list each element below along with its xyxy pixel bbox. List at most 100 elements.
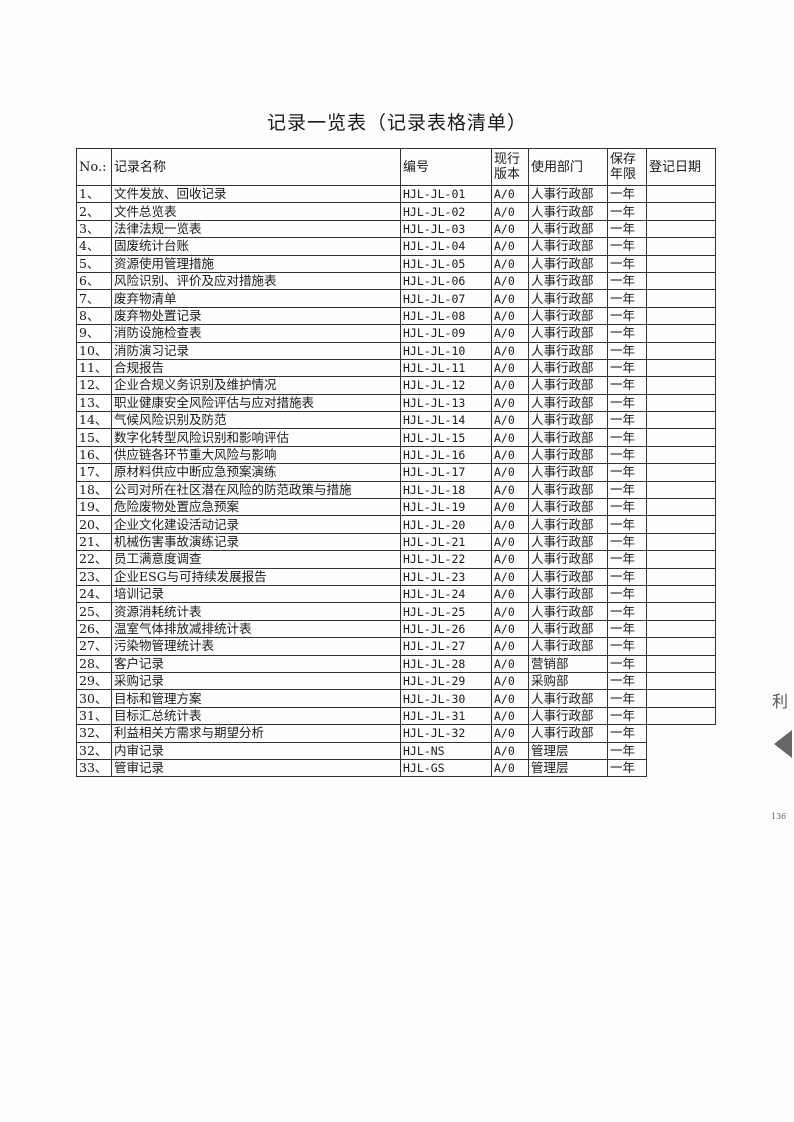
register-date xyxy=(646,445,716,465)
record-code: HJL-JL-27 xyxy=(400,637,492,656)
retention: 一年 xyxy=(607,237,647,256)
row-no: 16、 xyxy=(76,445,112,465)
record-code: HJL-JL-08 xyxy=(400,306,492,326)
header-no: No.: xyxy=(76,148,112,186)
retention: 一年 xyxy=(607,602,647,621)
retention: 一年 xyxy=(607,445,647,465)
margin-triangle-mark xyxy=(774,730,792,758)
version: A/0 xyxy=(491,602,529,621)
record-name: 职业健康安全风险评估与应对措施表 xyxy=(111,393,401,413)
register-date xyxy=(646,706,716,726)
register-date xyxy=(646,567,716,586)
register-date xyxy=(647,759,716,776)
register-date xyxy=(646,341,716,360)
retention: 一年 xyxy=(607,411,647,430)
retention: 一年 xyxy=(607,532,647,552)
table-row: 21、 机械伤害事故演练记录 HJL-JL-21 A/0 人事行政部 一年 xyxy=(76,532,716,552)
version: A/0 xyxy=(491,411,529,430)
table-row: 7、 废弃物清单 HJL-JL-07 A/0 人事行政部 一年 xyxy=(76,289,716,308)
retention: 一年 xyxy=(607,219,647,239)
retention: 一年 xyxy=(607,393,647,413)
version: A/0 xyxy=(491,376,529,395)
register-date xyxy=(646,584,716,604)
row-no: 4、 xyxy=(76,237,112,256)
record-code: HJL-JL-30 xyxy=(400,689,492,708)
table-row: 31、 目标汇总统计表 HJL-JL-31 A/0 人事行政部 一年 xyxy=(76,706,716,726)
register-date xyxy=(646,532,716,552)
department: 营销部 xyxy=(528,654,608,673)
table-row: 25、 资源消耗统计表 HJL-JL-25 A/0 人事行政部 一年 xyxy=(76,602,716,621)
retention: 一年 xyxy=(607,480,647,500)
retention: 一年 xyxy=(607,671,647,691)
department: 人事行政部 xyxy=(528,254,608,273)
record-name: 消防设施检查表 xyxy=(111,324,401,343)
retention: 一年 xyxy=(607,376,647,395)
record-code: HJL-JL-26 xyxy=(400,619,492,639)
version: A/0 xyxy=(491,341,529,360)
department: 采购部 xyxy=(528,671,608,691)
record-code: HJL-JL-07 xyxy=(400,289,492,308)
row-no: 10、 xyxy=(76,341,112,360)
department: 人事行政部 xyxy=(528,237,608,256)
record-name: 气候风险识别及防范 xyxy=(111,411,401,430)
retention: 一年 xyxy=(607,428,647,447)
record-code: HJL-JL-10 xyxy=(400,341,492,360)
margin-page-fragment: 136 xyxy=(771,812,787,821)
record-name: 目标汇总统计表 xyxy=(111,706,401,726)
retention: 一年 xyxy=(607,567,647,586)
register-date xyxy=(646,411,716,430)
retention: 一年 xyxy=(607,254,647,273)
table-row: 12、 企业合规义务识别及维护情况 HJL-JL-12 A/0 人事行政部 一年 xyxy=(76,376,716,395)
retention: 一年 xyxy=(607,689,647,708)
register-date xyxy=(646,515,716,534)
row-no: 32、 xyxy=(76,724,112,743)
version: A/0 xyxy=(491,445,529,465)
department: 管理层 xyxy=(528,758,608,778)
table-row: 4、 固废统计台账 HJL-JL-04 A/0 人事行政部 一年 xyxy=(76,237,716,256)
records-table: No.: 记录名称 编号 现行版本 使用部门 保存年限 登记日期 1、 文件发放、… xyxy=(76,148,716,778)
row-no: 23、 xyxy=(76,567,112,586)
row-no: 25、 xyxy=(76,602,112,621)
department: 人事行政部 xyxy=(528,532,608,552)
record-name: 风险识别、评价及应对措施表 xyxy=(111,271,401,291)
record-code: HJL-JL-09 xyxy=(400,324,492,343)
retention: 一年 xyxy=(607,619,647,639)
record-name: 数字化转型风险识别和影响评估 xyxy=(111,428,401,447)
record-code: HJL-JL-31 xyxy=(400,706,492,726)
retention: 一年 xyxy=(607,306,647,326)
retention: 一年 xyxy=(607,498,647,517)
table-row: 2、 文件总览表 HJL-JL-02 A/0 人事行政部 一年 xyxy=(76,202,716,221)
department: 人事行政部 xyxy=(528,219,608,239)
table-row: 14、 气候风险识别及防范 HJL-JL-14 A/0 人事行政部 一年 xyxy=(76,411,716,430)
record-code: HJL-JL-18 xyxy=(400,480,492,500)
retention: 一年 xyxy=(607,654,647,673)
version: A/0 xyxy=(491,237,529,256)
row-no: 28、 xyxy=(76,654,112,673)
table-row: 30、 目标和管理方案 HJL-JL-30 A/0 人事行政部 一年 xyxy=(76,689,716,708)
record-name: 培训记录 xyxy=(111,584,401,604)
record-name: 文件发放、回收记录 xyxy=(111,184,401,204)
record-name: 原材料供应中断应急预案演练 xyxy=(111,463,401,482)
table-row: 18、 公司对所在社区潜在风险的防范政策与措施 HJL-JL-18 A/0 人事行政部一… xyxy=(76,480,716,500)
record-code: HJL-JL-32 xyxy=(400,724,492,743)
table-row: 28、 客户记录 HJL-JL-28 A/0 营销部 一年 xyxy=(76,654,716,673)
register-date xyxy=(646,463,716,482)
department: 人事行政部 xyxy=(528,202,608,221)
row-no: 31、 xyxy=(76,706,112,726)
record-name: 固废统计台账 xyxy=(111,237,401,256)
table-row: 19、 危险废物处置应急预案 HJL-JL-19 A/0 人事行政部 一年 xyxy=(76,498,716,517)
table-row: 13、 职业健康安全风险评估与应对措施表 HJL-JL-13 A/0 人事行政部 一年 xyxy=(76,393,716,413)
record-name: 资源使用管理措施 xyxy=(111,254,401,273)
record-name: 废弃物处置记录 xyxy=(111,306,401,326)
table-header-row: No.: 记录名称 编号 现行版本 使用部门 保存年限 登记日期 xyxy=(76,148,716,186)
retention: 一年 xyxy=(607,584,647,604)
department: 人事行政部 xyxy=(528,428,608,447)
version: A/0 xyxy=(491,289,529,308)
department: 人事行政部 xyxy=(528,619,608,639)
row-no: 19、 xyxy=(76,498,112,517)
register-date xyxy=(646,289,716,308)
register-date xyxy=(646,637,716,656)
record-name: 员工满意度调查 xyxy=(111,550,401,569)
table-row: 6、 风险识别、评价及应对措施表 HJL-JL-06 A/0 人事行政部 一年 xyxy=(76,271,716,291)
retention: 一年 xyxy=(607,550,647,569)
